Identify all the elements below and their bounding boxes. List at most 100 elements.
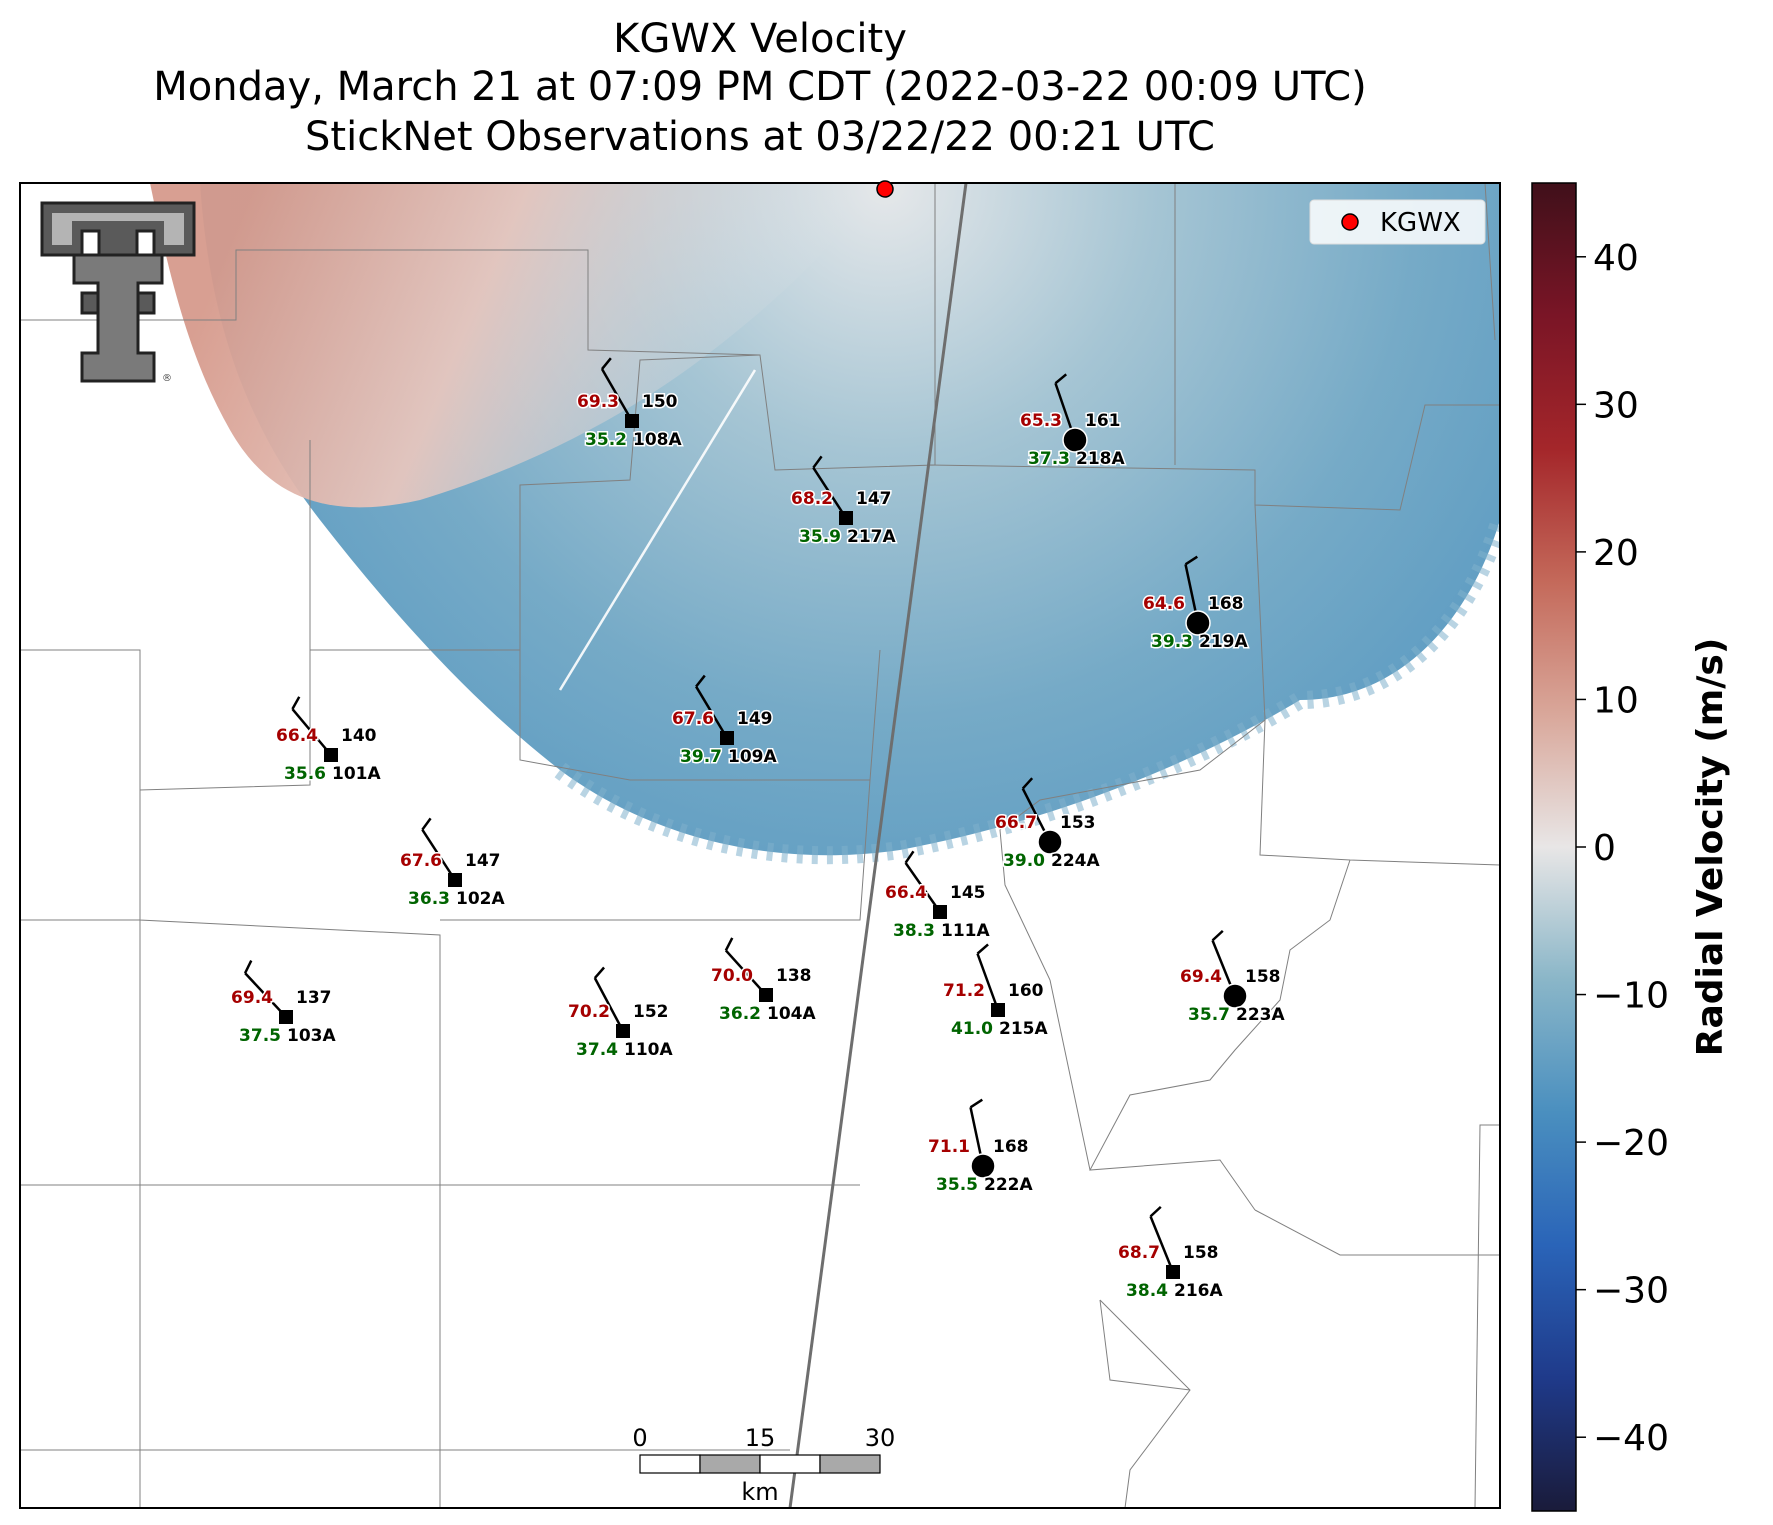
- station-223A[interactable]: 69.4 158 35.7 223A: [1179, 929, 1287, 1027]
- wind-barb-flag: [243, 960, 253, 974]
- station-id: 215A: [999, 1019, 1048, 1039]
- station-wind-direction: 152: [633, 1002, 669, 1022]
- map-legend: KGWX: [1309, 199, 1486, 245]
- station-111A[interactable]: 66.4 145 38.3 111A: [884, 850, 992, 943]
- station-101A[interactable]: 66.4 140 35.6 101A: [275, 696, 383, 786]
- station-marker-square: [759, 988, 773, 1002]
- station-222A[interactable]: 71.1 168 35.5 222A: [927, 1098, 1035, 1197]
- wind-barb-shaft: [904, 862, 942, 913]
- station-marker-square: [720, 731, 734, 745]
- kgwx-radar-site-marker[interactable]: [876, 180, 894, 198]
- wind-barb-shaft: [421, 828, 457, 881]
- station-217A[interactable]: 68.2 147 35.9 217A: [790, 455, 898, 549]
- station-dewpoint: 36.3: [408, 889, 450, 909]
- station-id: 216A: [1174, 1281, 1223, 1301]
- station-104A[interactable]: 70.0 138 36.2 104A: [710, 937, 818, 1026]
- station-wind-direction: 158: [1183, 1243, 1219, 1263]
- map-subtitle-time: Monday, March 21 at 07:09 PM CDT (2022-0…: [153, 64, 1367, 110]
- station-216A[interactable]: 68.7 158 38.4 216A: [1117, 1205, 1225, 1303]
- station-dewpoint: 35.5: [936, 1175, 978, 1195]
- wind-barb-shaft: [244, 972, 287, 1018]
- station-103A[interactable]: 69.4 137 37.5 103A: [230, 960, 338, 1048]
- station-temperature: 68.2: [791, 489, 833, 509]
- wind-barb-shaft: [593, 977, 625, 1032]
- station-wind-direction: 138: [776, 966, 812, 986]
- station-dewpoint: 39.7: [680, 747, 722, 767]
- wind-barb-shaft: [291, 708, 332, 756]
- station-marker-square: [839, 511, 853, 525]
- station-temperature: 71.1: [928, 1137, 970, 1157]
- station-wind-direction: 145: [950, 883, 986, 903]
- station-id: 224A: [1051, 851, 1100, 871]
- station-wind-direction: 150: [642, 392, 678, 412]
- wind-barb-shaft: [812, 466, 848, 519]
- station-temperature: 71.2: [943, 981, 985, 1001]
- wind-barb-flag: [593, 966, 605, 979]
- station-id: 219A: [1199, 632, 1248, 652]
- station-224A[interactable]: 66.7 153 39.0 224A: [994, 777, 1102, 873]
- station-id: 103A: [287, 1026, 336, 1046]
- station-wind-direction: 140: [341, 726, 377, 746]
- radar-radial-line: [788, 182, 968, 1509]
- station-temperature: 66.4: [885, 883, 927, 903]
- county-boundaries: [20, 183, 1500, 1508]
- wind-barb-shaft: [724, 949, 767, 996]
- station-id: 102A: [456, 889, 505, 909]
- station-dewpoint: 38.3: [893, 921, 935, 941]
- wind-barb-flag: [969, 1098, 983, 1109]
- svg-text:®: ®: [162, 373, 172, 384]
- station-id: 222A: [984, 1175, 1033, 1195]
- sticknet-stations: 69.3 150 35.2 108A 65.3 161 37.3 218A 68.2 147 35.…: [230, 357, 1287, 1303]
- wind-barb-flag: [695, 674, 706, 688]
- station-108A[interactable]: 69.3 150 35.2 108A: [576, 357, 684, 452]
- scale-label-0: 0: [632, 1424, 647, 1452]
- station-dewpoint: 38.4: [1126, 1281, 1168, 1301]
- station-temperature: 66.4: [276, 726, 318, 746]
- wind-barb-flag: [904, 850, 915, 864]
- station-wind-direction: 147: [465, 851, 501, 871]
- station-id: 217A: [847, 527, 896, 547]
- wind-barb-shaft: [976, 953, 1000, 1011]
- station-temperature: 64.6: [1143, 594, 1185, 614]
- station-temperature: 66.7: [995, 813, 1037, 833]
- station-wind-direction: 161: [1085, 411, 1121, 431]
- station-temperature: 69.3: [577, 392, 619, 412]
- station-wind-direction: 160: [1008, 981, 1044, 1001]
- station-dewpoint: 39.0: [1003, 851, 1045, 871]
- scale-unit: km: [741, 1478, 778, 1506]
- station-dewpoint: 35.7: [1188, 1005, 1230, 1025]
- scale-label-30: 30: [865, 1424, 896, 1452]
- station-dewpoint: 35.6: [284, 764, 326, 784]
- velocity-field: [150, 183, 1500, 865]
- station-marker-circle: [1185, 610, 1211, 636]
- station-110A[interactable]: 70.2 152 37.4 110A: [567, 966, 675, 1062]
- station-marker-square: [991, 1003, 1005, 1017]
- station-marker-square: [933, 905, 947, 919]
- station-id: 109A: [728, 747, 777, 767]
- legend-label-kgwx: KGWX: [1380, 208, 1461, 238]
- station-id: 101A: [332, 764, 381, 784]
- station-temperature: 67.6: [400, 851, 442, 871]
- wind-barb-flag: [291, 696, 301, 710]
- station-marker-square: [1166, 1265, 1180, 1279]
- station-dewpoint: 36.2: [719, 1004, 761, 1024]
- station-109A[interactable]: 67.6 149 39.7 109A: [671, 674, 779, 769]
- wind-barb-flag: [421, 817, 432, 831]
- wind-barb-flag: [724, 937, 734, 951]
- station-temperature: 65.3: [1020, 411, 1062, 431]
- station-dewpoint: 41.0: [951, 1019, 993, 1039]
- station-marker-circle: [1062, 427, 1088, 453]
- station-215A[interactable]: 71.2 160 41.0 215A: [942, 943, 1050, 1041]
- station-temperature: 70.0: [711, 966, 753, 986]
- station-marker-circle: [1222, 983, 1248, 1009]
- station-102A[interactable]: 67.6 147 36.3 102A: [399, 817, 507, 911]
- station-wind-direction: 137: [296, 988, 332, 1008]
- station-219A[interactable]: 64.6 168 39.3 219A: [1142, 555, 1250, 654]
- station-wind-direction: 168: [1208, 594, 1244, 614]
- map-subtitle-sticknet: StickNet Observations at 03/22/22 00:21 …: [305, 114, 1215, 160]
- wind-barb-shaft: [600, 368, 634, 422]
- station-id: 104A: [767, 1004, 816, 1024]
- wind-barb-flag: [1211, 929, 1224, 942]
- station-218A[interactable]: 65.3 161 37.3 218A: [1019, 373, 1127, 471]
